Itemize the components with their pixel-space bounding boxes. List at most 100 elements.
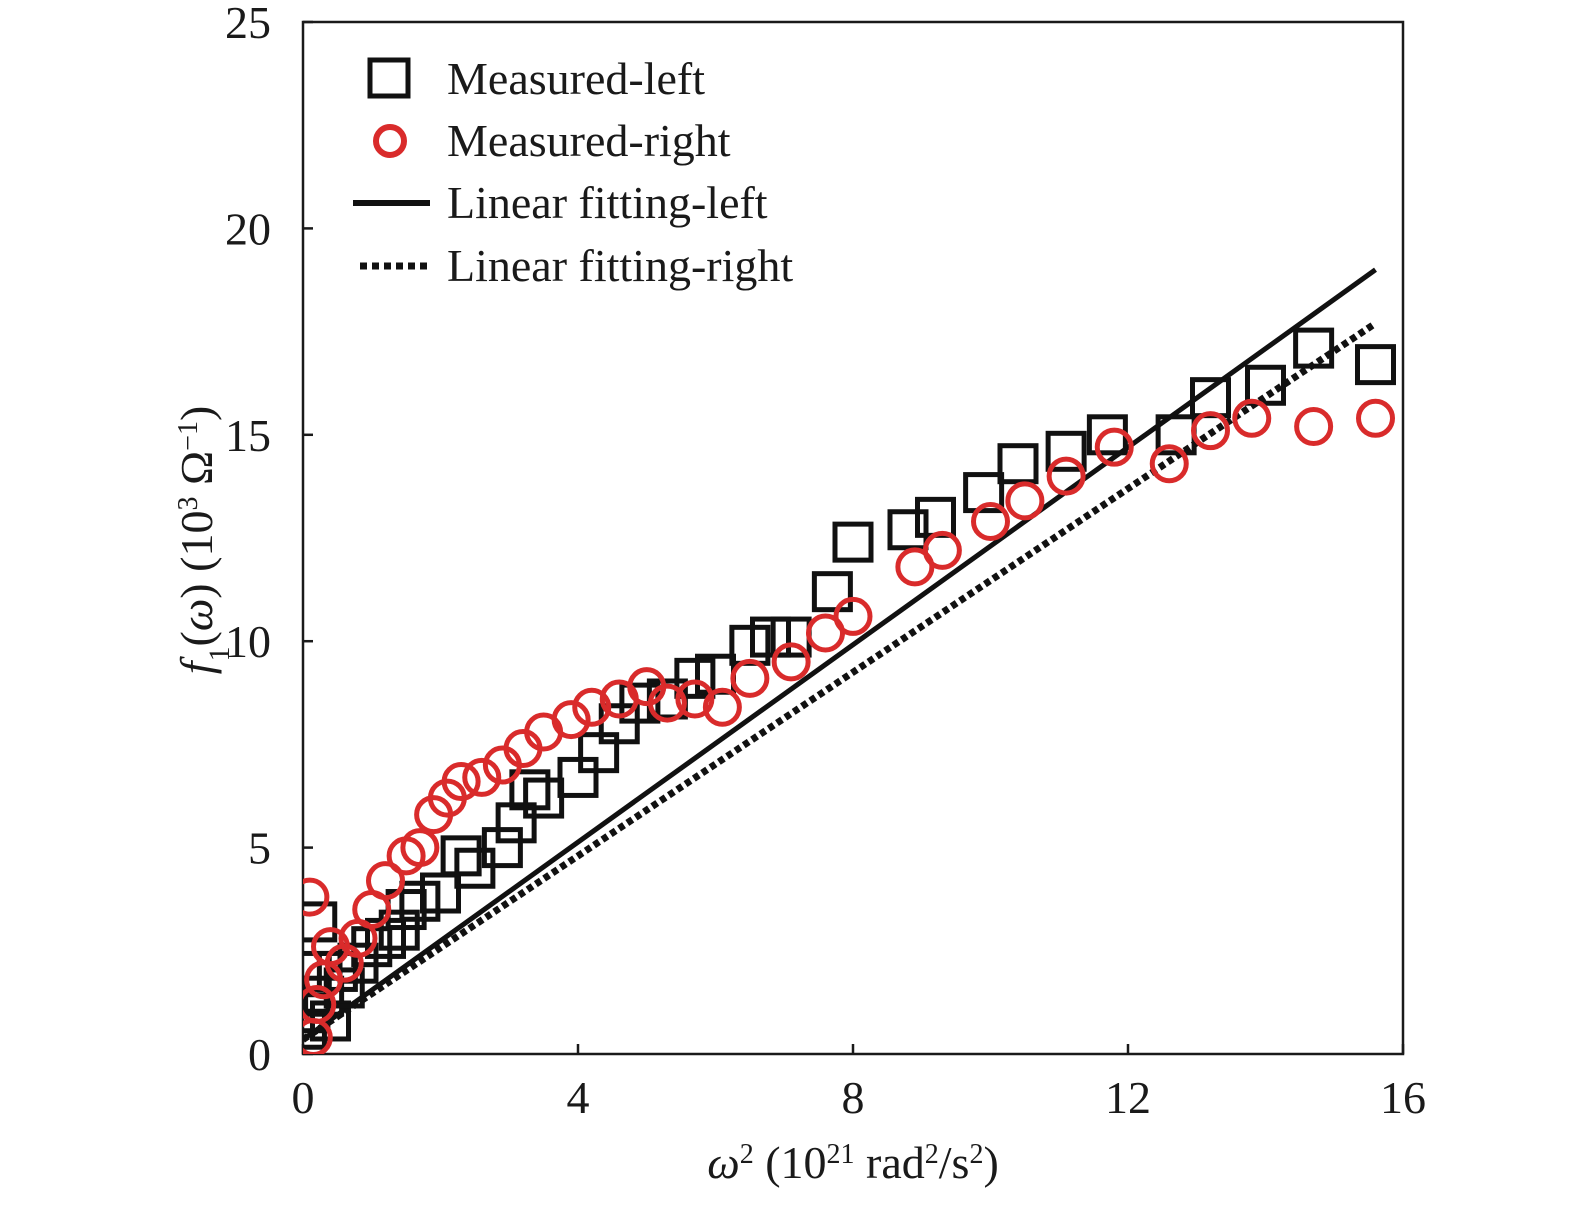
measured-right-point xyxy=(572,687,612,727)
measured-right-point xyxy=(1149,444,1189,484)
measured-left-point xyxy=(811,571,853,613)
legend-square-marker xyxy=(367,57,411,99)
y-axis-title-units-omega: Ω xyxy=(171,451,222,497)
measured-left-point xyxy=(1355,344,1396,386)
legend-entry-linear-fitting-right: Linear fitting-right xyxy=(360,240,793,291)
measured-right-point xyxy=(303,877,330,917)
measured-left-point xyxy=(454,847,496,889)
y-tick-label: 0 xyxy=(248,1029,271,1080)
x-axis-title-symbol: ω xyxy=(707,1137,739,1188)
x-axis-title-units-exp: 21 xyxy=(827,1139,855,1170)
y-tick-label: 10 xyxy=(225,616,271,667)
x-axis-title-units-sup2: 2 xyxy=(969,1139,983,1170)
x-axis-title-units-sup1: 2 xyxy=(925,1139,939,1170)
y-axis-title-units-suffix: ) xyxy=(171,406,222,421)
y-axis-title-sub: 1 xyxy=(203,647,236,662)
measured-left-point xyxy=(303,975,345,1017)
legend-label-measured-left: Measured-left xyxy=(447,53,705,104)
measured-left-point xyxy=(420,872,461,914)
linear-fit-left-line xyxy=(303,267,1377,1042)
y-axis-title-units-exp: 3 xyxy=(173,497,204,511)
measured-right-point xyxy=(1046,456,1086,496)
measured-left-point xyxy=(729,624,771,666)
measured-left-point xyxy=(832,521,874,563)
x-tick-label: 4 xyxy=(567,1072,590,1123)
measured-left-point xyxy=(963,472,1005,514)
legend-label-linear-fitting-right: Linear fitting-right xyxy=(447,240,793,291)
measured-left-point xyxy=(674,657,716,699)
measured-right-point xyxy=(551,700,591,740)
x-tick-label: 8 xyxy=(842,1072,865,1123)
fit-lines xyxy=(303,267,1378,1043)
measured-left-point xyxy=(495,802,537,844)
legend-entry-measured-right: Measured-right xyxy=(373,115,731,166)
measured-right-point xyxy=(441,762,481,802)
legend-circle-marker xyxy=(373,124,407,158)
measured-right-point xyxy=(1294,407,1334,447)
measured-left-point xyxy=(578,732,620,774)
measured-left-point xyxy=(1245,364,1286,406)
measured-right-markers xyxy=(303,398,1395,1054)
measured-right-point xyxy=(1005,481,1045,521)
measured-right-point xyxy=(400,828,440,868)
measured-right-point xyxy=(1191,411,1230,451)
x-axis-title: ω2 (1021 rad2/s2) xyxy=(707,1137,999,1188)
measured-right-point xyxy=(806,613,845,653)
measured-right-point xyxy=(1356,398,1395,438)
x-tick-label: 16 xyxy=(1380,1072,1426,1123)
measured-right-point xyxy=(922,530,962,570)
measured-left-point xyxy=(1293,327,1335,369)
measured-right-point xyxy=(647,683,687,723)
x-axis-title-units-slash: /s xyxy=(939,1137,970,1188)
measured-left-point xyxy=(481,827,523,869)
measured-left-point xyxy=(523,777,565,819)
plot-area xyxy=(303,267,1396,1054)
measured-right-point xyxy=(771,642,811,682)
measured-left-point xyxy=(557,756,599,798)
linear-fit-right-line xyxy=(303,320,1378,1043)
legend-entry-linear-fitting-left: Linear fitting-left xyxy=(353,177,768,228)
x-axis-title-sup: 2 xyxy=(740,1139,754,1170)
y-axis-title-units-neg: −1 xyxy=(173,421,204,451)
measured-right-point xyxy=(675,679,715,719)
measured-right-point xyxy=(462,757,502,797)
y-tick-label: 15 xyxy=(225,410,271,461)
measured-left-point xyxy=(509,769,551,811)
y-tick-label: 20 xyxy=(225,203,271,254)
y-tick-label: 25 xyxy=(225,0,271,48)
measured-left-point xyxy=(997,443,1039,485)
x-axis-title-units-suffix: ) xyxy=(983,1137,998,1188)
measured-right-point xyxy=(366,861,405,901)
y-axis-title-units-prefix: (10 xyxy=(171,511,222,584)
measured-right-point xyxy=(971,501,1010,541)
measured-left-point xyxy=(440,835,482,877)
measured-left-point xyxy=(399,880,441,922)
x-axis-title-units-mid: rad xyxy=(855,1137,925,1188)
measured-left-point xyxy=(619,682,661,724)
legend-label-linear-fitting-left: Linear fitting-left xyxy=(447,177,768,228)
measured-right-point xyxy=(303,984,337,1024)
y-axis-title: f1(ω) (103 Ω−1) xyxy=(171,406,236,675)
measured-left-point xyxy=(887,509,929,551)
measured-left-point xyxy=(915,496,956,538)
measured-right-point xyxy=(1232,398,1272,438)
measured-right-point xyxy=(895,547,935,587)
x-tick-label: 12 xyxy=(1105,1072,1151,1123)
x-axis-title-units-prefix: (10 xyxy=(754,1137,827,1188)
y-axis-title-open: ( xyxy=(171,631,222,646)
axis-tick-labels: 0 4 8 12 16 0 5 10 15 20 25 xyxy=(225,0,1426,1123)
y-tick-label: 5 xyxy=(248,823,271,874)
y-axis-title-omega: ω xyxy=(171,599,222,631)
measured-right-point xyxy=(1094,427,1134,467)
measured-right-point xyxy=(833,596,873,636)
measured-left-point xyxy=(1045,430,1087,472)
legend-entry-measured-left: Measured-left xyxy=(367,53,705,104)
measured-right-point xyxy=(730,658,770,698)
measured-left-point xyxy=(378,909,420,951)
measured-left-point xyxy=(750,616,791,658)
measured-right-point xyxy=(702,687,742,727)
y-axis-title-close: ) xyxy=(171,583,222,598)
legend-label-measured-right: Measured-right xyxy=(447,115,731,166)
x-tick-label: 0 xyxy=(292,1072,315,1123)
